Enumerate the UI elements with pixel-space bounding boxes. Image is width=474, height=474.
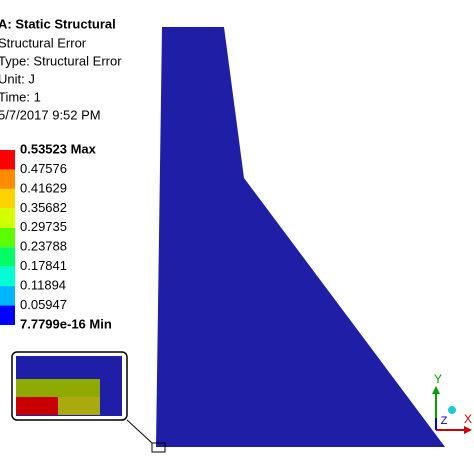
zoom-inset <box>11 351 128 421</box>
inset-frame <box>11 351 128 421</box>
legend-label: 0.41629 <box>20 180 67 195</box>
legend-swatch <box>0 286 15 306</box>
header-line: Unit: J <box>0 71 35 86</box>
zoom-region <box>151 442 166 453</box>
header-line: 5/7/2017 9:52 PM <box>0 107 101 122</box>
legend-label: 7.7799e-16 Min <box>20 316 112 331</box>
header-line: Time: 1 <box>0 89 41 104</box>
x-arrow <box>464 426 472 434</box>
legend-swatch <box>0 208 15 228</box>
legend-label: 0.53523 Max <box>20 141 97 156</box>
legend-label: 0.05947 <box>20 297 67 312</box>
legend-swatch <box>0 266 15 287</box>
legend: 0.53523 Max 0.47576 0.41629 0.35682 0.29735 0… <box>0 141 112 331</box>
triad: Y X Z <box>432 372 472 434</box>
title: A: Static Structural <box>0 16 116 31</box>
triad-sphere <box>448 406 456 414</box>
inset-band <box>16 379 100 397</box>
z-label: Z <box>441 415 448 427</box>
zoom-leader <box>126 419 153 444</box>
inset-band <box>16 397 58 415</box>
legend-label: 0.29735 <box>20 219 67 234</box>
model <box>156 27 445 447</box>
legend-label: 0.35682 <box>20 200 67 215</box>
inset-band <box>58 397 100 415</box>
legend-swatch <box>0 305 15 325</box>
legend-swatch <box>0 247 15 267</box>
y-label: Y <box>434 372 442 386</box>
legend-swatch <box>0 150 15 170</box>
legend-swatch <box>0 188 15 209</box>
legend-label: 0.17841 <box>20 258 67 273</box>
x-label: X <box>464 412 472 426</box>
legend-label: 0.23788 <box>20 239 67 254</box>
header-line: Structural Error <box>0 35 87 50</box>
legend-swatch <box>0 227 15 248</box>
legend-swatch <box>0 169 15 189</box>
y-arrow <box>432 386 440 394</box>
header-line: Type: Structural Error <box>0 53 122 68</box>
legend-label: 0.47576 <box>20 161 67 176</box>
legend-label: 0.11894 <box>20 278 66 293</box>
